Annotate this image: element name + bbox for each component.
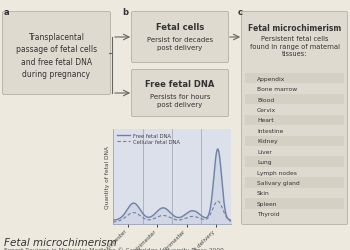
FancyBboxPatch shape [245, 105, 344, 115]
Text: Appendix: Appendix [257, 76, 285, 82]
Text: Spleen: Spleen [257, 201, 278, 206]
FancyBboxPatch shape [245, 198, 344, 209]
Text: Liver: Liver [257, 149, 272, 154]
FancyBboxPatch shape [2, 12, 111, 95]
Text: Salivary gland: Salivary gland [257, 180, 300, 185]
Text: Persist for decades
post delivery: Persist for decades post delivery [147, 37, 213, 51]
Text: Skin: Skin [257, 191, 270, 196]
Text: Kidney: Kidney [257, 139, 278, 144]
Text: Transplacental
passage of fetal cells
and free fetal DNA
during pregnancy: Transplacental passage of fetal cells an… [16, 32, 97, 79]
FancyBboxPatch shape [132, 12, 229, 63]
FancyBboxPatch shape [245, 115, 344, 126]
Text: a: a [4, 8, 10, 17]
Text: Persistent fetal cells
found in range of maternal
tissues:: Persistent fetal cells found in range of… [250, 36, 340, 57]
Text: Cervix: Cervix [257, 108, 276, 112]
Text: Thyroid: Thyroid [257, 212, 280, 216]
FancyBboxPatch shape [245, 167, 344, 177]
Text: c: c [238, 8, 243, 17]
FancyBboxPatch shape [245, 94, 344, 105]
Text: Fetal microchimerism: Fetal microchimerism [4, 237, 117, 247]
Text: Persists for hours
post delivery: Persists for hours post delivery [150, 94, 210, 108]
Text: Lymph nodes: Lymph nodes [257, 170, 297, 175]
Y-axis label: Quantity of fetal DNA: Quantity of fetal DNA [105, 146, 110, 208]
FancyBboxPatch shape [245, 126, 344, 136]
Legend: Free fetal DNA, Cellular fetal DNA: Free fetal DNA, Cellular fetal DNA [116, 132, 181, 146]
Text: Intestine: Intestine [257, 128, 284, 133]
FancyBboxPatch shape [245, 157, 344, 167]
Text: Blood: Blood [257, 97, 274, 102]
Text: Free fetal DNA: Free fetal DNA [145, 80, 215, 89]
FancyBboxPatch shape [241, 12, 348, 224]
FancyBboxPatch shape [245, 74, 344, 84]
FancyBboxPatch shape [245, 178, 344, 188]
Text: Bone marrow: Bone marrow [257, 87, 297, 92]
Text: b: b [122, 8, 128, 17]
FancyBboxPatch shape [245, 209, 344, 219]
Text: Fetal cells: Fetal cells [156, 24, 204, 32]
Text: Heart: Heart [257, 118, 274, 123]
FancyBboxPatch shape [132, 70, 229, 117]
Text: Expert Reviews in Molecular Medicine © Cambridge University Press 2009: Expert Reviews in Molecular Medicine © C… [4, 246, 224, 250]
FancyBboxPatch shape [245, 136, 344, 146]
FancyBboxPatch shape [245, 188, 344, 198]
FancyBboxPatch shape [245, 84, 344, 94]
FancyBboxPatch shape [245, 146, 344, 157]
Text: Lung: Lung [257, 160, 272, 164]
Text: Fetal microchimerism: Fetal microchimerism [248, 24, 341, 33]
